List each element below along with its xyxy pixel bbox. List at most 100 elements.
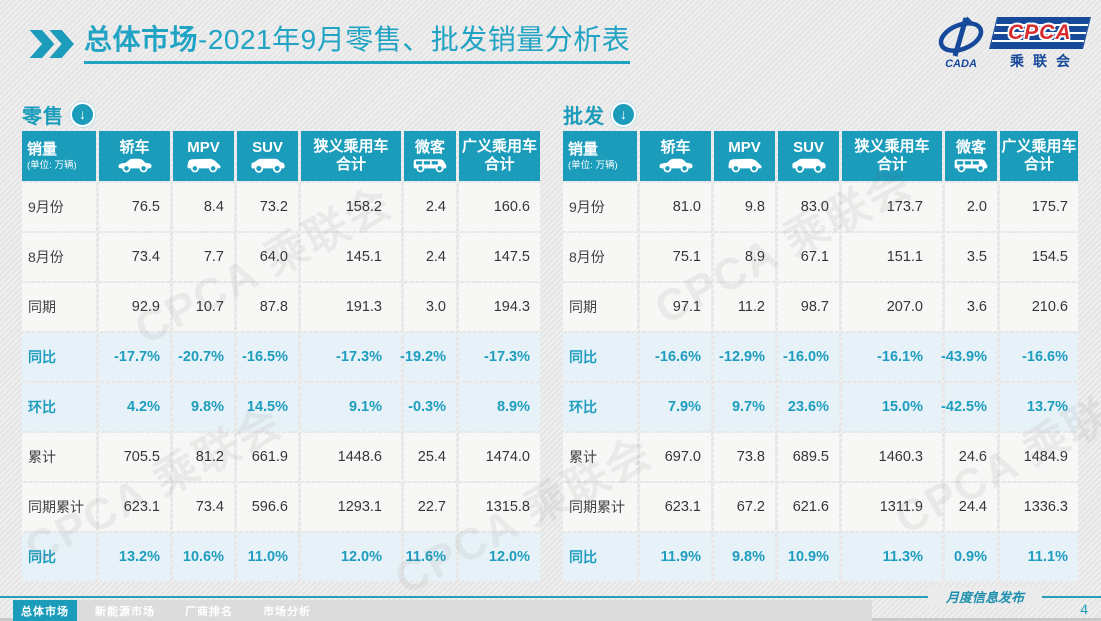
row-label: 同期 (22, 283, 96, 331)
table-cell: 81.2 (173, 433, 234, 481)
table-cell: -12.9% (714, 333, 775, 381)
table-cell: 4.2% (99, 383, 170, 431)
column-header: 狭义乘用车 合计 (301, 131, 401, 181)
table-cell: 24.6 (945, 433, 997, 481)
column-header: MPV (714, 131, 775, 181)
page-title-rest: -2021年9月零售、批发销量分析表 (198, 24, 631, 55)
table-cell: 697.0 (640, 433, 711, 481)
table-cell: 210.6 (1000, 283, 1078, 331)
table-cell: 7.7 (173, 233, 234, 281)
slide-header: 总体市场-2021年9月零售、批发销量分析表 (28, 24, 631, 66)
table-cell: 158.2 (301, 183, 401, 231)
table-cell: 689.5 (778, 433, 839, 481)
sedan-icon (116, 157, 154, 173)
table-cell: 73.4 (173, 483, 234, 531)
table-cell: -42.5% (941, 383, 997, 431)
suv-icon (790, 157, 828, 174)
table-cell: -20.7% (173, 333, 234, 381)
table-cell: 207.0 (842, 283, 942, 331)
table-cell: -16.5% (237, 333, 298, 381)
table-cell: 64.0 (237, 233, 298, 281)
cpca-chinese-name: 乘联会 (1010, 53, 1079, 69)
nav-tab[interactable]: 新能源市场 (95, 605, 155, 618)
table-cell: 9.8 (714, 183, 775, 231)
mpv-icon (185, 157, 223, 173)
table-cell: 623.1 (640, 483, 711, 531)
table-cell: 11.2 (714, 283, 775, 331)
table-cell: 173.7 (842, 183, 942, 231)
table-cell: 3.0 (404, 283, 456, 331)
table-cell: 25.4 (404, 433, 456, 481)
table-cell: 24.4 (945, 483, 997, 531)
table-cell: -0.3% (404, 383, 456, 431)
page-number: 4 (1080, 601, 1088, 617)
sales-unit-header-cell: 销量 (单位: 万辆) (22, 131, 96, 181)
table-cell: -43.9% (941, 333, 997, 381)
table-cell: 160.6 (459, 183, 540, 231)
table-cell: 8.9% (459, 383, 540, 431)
table-cell: 11.1% (1000, 533, 1078, 581)
double-chevron-icon (28, 27, 74, 66)
table-cell: 73.8 (714, 433, 775, 481)
table-cell: -17.3% (301, 333, 401, 381)
table-cell: 9.1% (301, 383, 401, 431)
column-header: 狭义乘用车 合计 (842, 131, 942, 181)
table-cell: 67.1 (778, 233, 839, 281)
column-header: 轿车 (640, 131, 711, 181)
table-cell: 7.9% (640, 383, 711, 431)
table-cell: 1315.8 (459, 483, 540, 531)
mpv-icon (726, 157, 764, 173)
table-cell: 87.8 (237, 283, 298, 331)
table-cell: 621.6 (778, 483, 839, 531)
table-cell: -16.1% (842, 333, 942, 381)
footer-note: 月度信息发布 (928, 587, 1042, 606)
table-cell: 12.0% (301, 533, 401, 581)
column-header: MPV (173, 131, 234, 181)
nav-tab[interactable]: 市场分析 (263, 605, 311, 618)
table-cell: 12.0% (459, 533, 540, 581)
column-header: SUV (237, 131, 298, 181)
cada-text: CADA (945, 58, 977, 70)
table-cell: 97.1 (640, 283, 711, 331)
table-cell: -16.6% (1000, 333, 1078, 381)
row-label: 同比 (563, 333, 637, 381)
down-arrow-icon: ↓ (611, 101, 636, 127)
table-cell: 705.5 (99, 433, 170, 481)
table-cell: 98.7 (778, 283, 839, 331)
nav-tab[interactable]: 总体市场 (13, 600, 77, 621)
table-cell: 1336.3 (1000, 483, 1078, 531)
down-arrow-icon: ↓ (70, 101, 95, 127)
table-cell: 10.7 (173, 283, 234, 331)
column-header: 广义乘用车 合计 (1000, 131, 1078, 181)
table-cell: 151.1 (842, 233, 942, 281)
row-label: 累计 (22, 433, 96, 481)
table-cell: 15.0% (842, 383, 942, 431)
table-cell: 2.4 (404, 233, 456, 281)
minibus-icon (953, 157, 989, 173)
column-header: 微客 (404, 131, 456, 181)
column-header: SUV (778, 131, 839, 181)
table-cell: 73.4 (99, 233, 170, 281)
table-cell: 13.7% (1000, 383, 1078, 431)
table-cell: 596.6 (237, 483, 298, 531)
row-label: 9月份 (563, 183, 637, 231)
table-cell: 92.9 (99, 283, 170, 331)
row-label: 9月份 (22, 183, 96, 231)
table-cell: 154.5 (1000, 233, 1078, 281)
wholesale-section-title: 批发 (563, 105, 605, 128)
table-cell: 67.2 (714, 483, 775, 531)
table-cell: 10.6% (173, 533, 234, 581)
table-cell: 9.7% (714, 383, 775, 431)
sedan-icon (657, 157, 695, 173)
row-label: 环比 (22, 383, 96, 431)
nav-tab[interactable]: 厂商排名 (185, 605, 233, 618)
nav-tab-strip: 新能源市场 厂商排名 市场分析 (77, 600, 872, 621)
table-cell: 75.1 (640, 233, 711, 281)
table-cell: 14.5% (237, 383, 298, 431)
table-cell: 191.3 (301, 283, 401, 331)
table-cell: 194.3 (459, 283, 540, 331)
table-cell: 661.9 (237, 433, 298, 481)
page-title: 总体市场-2021年9月零售、批发销量分析表 (84, 24, 631, 65)
table-cell: -19.2% (400, 333, 456, 381)
sales-unit-header-cell: 销量 (单位: 万辆) (563, 131, 637, 181)
